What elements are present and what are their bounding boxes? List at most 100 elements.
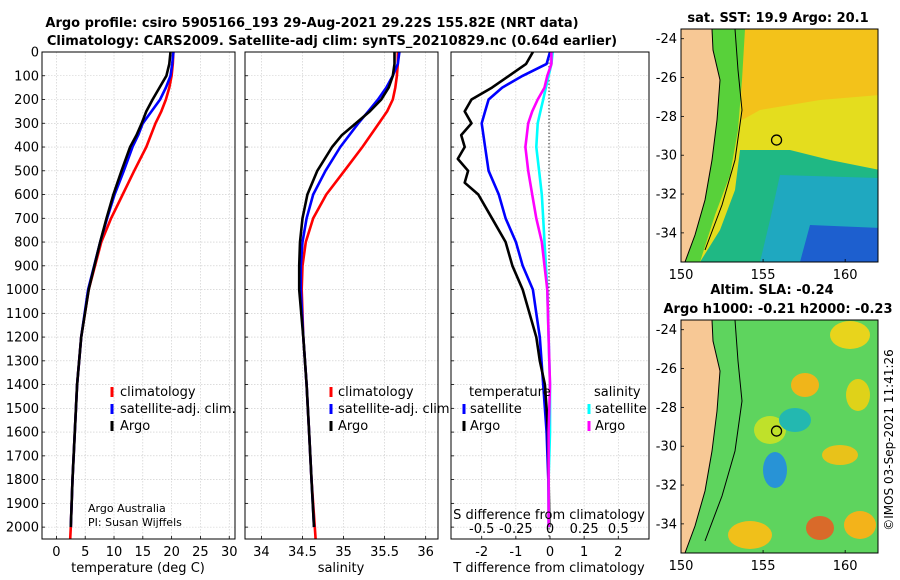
map-y-tick-label: -26 [656, 71, 677, 86]
map-y-tick-label: -24 [656, 323, 677, 338]
map-y-tick-label: -34 [656, 517, 677, 532]
y-tick-label: 900 [14, 259, 39, 274]
sla-coastline [684, 320, 721, 553]
sla-eddy-anomaly [791, 373, 819, 397]
sst-map-frame [680, 28, 879, 263]
s-tick-label: -0.25 [499, 522, 533, 537]
y-tick-label: 1700 [6, 449, 39, 464]
series-line-argo [297, 52, 396, 528]
x-tick-label: 35.5 [370, 545, 399, 560]
salinity-plot-area [245, 52, 438, 539]
map-y-tick-label: -30 [656, 440, 677, 455]
sla-eddy-anomaly [763, 452, 787, 488]
y-tick-label: 1500 [6, 402, 39, 417]
x-tick-label: 34.5 [288, 545, 317, 560]
y-tick-label: 1000 [6, 283, 39, 298]
y-tick-label: 400 [14, 141, 39, 156]
legend-t-satellite-label: satellite [470, 402, 522, 417]
legend-climatology-label: climatology [338, 385, 414, 400]
s-difference-label: S difference from climatology [453, 508, 645, 523]
temperature-xlabel: temperature (deg C) [71, 561, 205, 576]
map-x-tick-label: 160 [833, 559, 858, 574]
sst-map-title: sat. SST: 19.9 Argo: 20.1 [687, 11, 868, 26]
sst-map-panel: sat. SST: 19.9 Argo: 20.1 150 155 160 -24 -2… [656, 11, 879, 283]
sst-warm-region [740, 29, 878, 120]
legend-argo-label: Argo [338, 419, 368, 434]
sla-eddy-anomaly [844, 511, 876, 539]
temperature-panel: 0100200300400500600700800900100011001200… [6, 46, 238, 577]
salinity-panel: 34 34.5 35 35.5 36 salinity climatology sate… [244, 51, 454, 576]
y-tick-label: 300 [14, 117, 39, 132]
s-tick-label: 0.5 [608, 522, 629, 537]
x-tick-label: 1 [580, 545, 588, 560]
series-line-s-argo [524, 52, 553, 528]
difference-xlabel: T difference from climatology [452, 561, 645, 576]
sla-map-frame [680, 319, 879, 554]
figure-title-line1: Argo profile: csiro 5905166_193 29-Aug-2… [45, 16, 578, 31]
temperature-plot-area [42, 52, 235, 539]
legend-s-satellite-label: satellite [595, 402, 647, 417]
sla-eddy-anomaly [846, 379, 870, 411]
map-x-tick-label: 150 [669, 268, 694, 283]
series-line-argo [69, 52, 172, 528]
y-tick-label: 0 [31, 46, 39, 61]
sst-coldest-region [800, 225, 878, 262]
x-tick-label: 5 [81, 545, 89, 560]
legend-climatology-label: climatology [120, 385, 196, 400]
y-tick-label: 1900 [6, 497, 39, 512]
x-tick-label: 0 [546, 545, 554, 560]
sla-shelf-contour [704, 320, 743, 542]
legend-temperature-heading: temperature [469, 385, 551, 400]
s-tick-label: 0 [546, 522, 554, 537]
sst-argo-position-marker [770, 134, 783, 146]
sla-land [681, 320, 720, 553]
x-tick-label: 0 [52, 545, 60, 560]
sla-eddy-anomaly [779, 408, 811, 432]
y-tick-label: 500 [14, 164, 39, 179]
map-x-tick-label: 160 [833, 268, 858, 283]
legend-satellite-label: satellite-adj. clim. [120, 402, 236, 417]
sla-map-title-line1: Altim. SLA: -0.24 [710, 283, 833, 298]
sla-eddy-anomaly [830, 321, 870, 349]
x-tick-label: 10 [106, 545, 123, 560]
x-tick-label: 2 [614, 545, 622, 560]
map-y-tick-label: -24 [656, 32, 677, 47]
y-tick-label: 700 [14, 212, 39, 227]
x-tick-label: -2 [475, 545, 488, 560]
credit-line2: PI: Susan Wijffels [88, 516, 182, 529]
legend-salinity-heading: salinity [594, 385, 641, 400]
legend-satellite-label: satellite-adj. clim. [338, 402, 454, 417]
salinity-legend: climatology satellite-adj. clim. Argo [329, 385, 454, 434]
y-tick-label: 1200 [6, 331, 39, 346]
map-y-tick-label: -26 [656, 362, 677, 377]
x-tick-label: 15 [135, 545, 152, 560]
sst-land [681, 29, 720, 262]
sst-coastline [684, 29, 721, 262]
map-y-tick-label: -30 [656, 149, 677, 164]
x-tick-label: 30 [221, 545, 238, 560]
salinity-xlabel: salinity [318, 561, 365, 576]
legend-s-argo-label: Argo [595, 419, 625, 434]
sla-eddy-anomaly [754, 416, 786, 444]
figure-title-line2: Climatology: CARS2009. Satellite-adj cli… [47, 34, 617, 49]
legend-t-argo-label: Argo [470, 419, 500, 434]
y-tick-label: 1300 [6, 354, 39, 369]
y-tick-label: 800 [14, 236, 39, 251]
y-tick-label: 1100 [6, 307, 39, 322]
temperature-legend: climatology satellite-adj. clim. Argo [110, 385, 236, 434]
sla-map-panel: Altim. SLA: -0.24 Argo h1000: -0.21 h200… [656, 283, 893, 574]
s-tick-label: -0.5 [469, 522, 494, 537]
map-y-tick-label: -28 [656, 401, 677, 416]
sla-eddy-anomaly [822, 445, 858, 465]
x-tick-label: 20 [163, 545, 180, 560]
s-tick-label: 0.25 [570, 522, 599, 537]
map-y-tick-label: -28 [656, 110, 677, 125]
y-tick-label: 200 [14, 93, 39, 108]
credit-line1: Argo Australia [88, 502, 166, 515]
difference-legend: temperature salinity satellite Argo sate… [462, 385, 647, 434]
timestamp-label: ©IMOS 03-Sep-2021 11:41:26 [882, 349, 896, 531]
map-y-tick-label: -32 [656, 479, 677, 494]
difference-panel: -2 -1 0 1 2 -0.5 -0.25 0 0.25 0.5 S difference fr… [450, 51, 650, 576]
y-tick-label: 1800 [6, 473, 39, 488]
